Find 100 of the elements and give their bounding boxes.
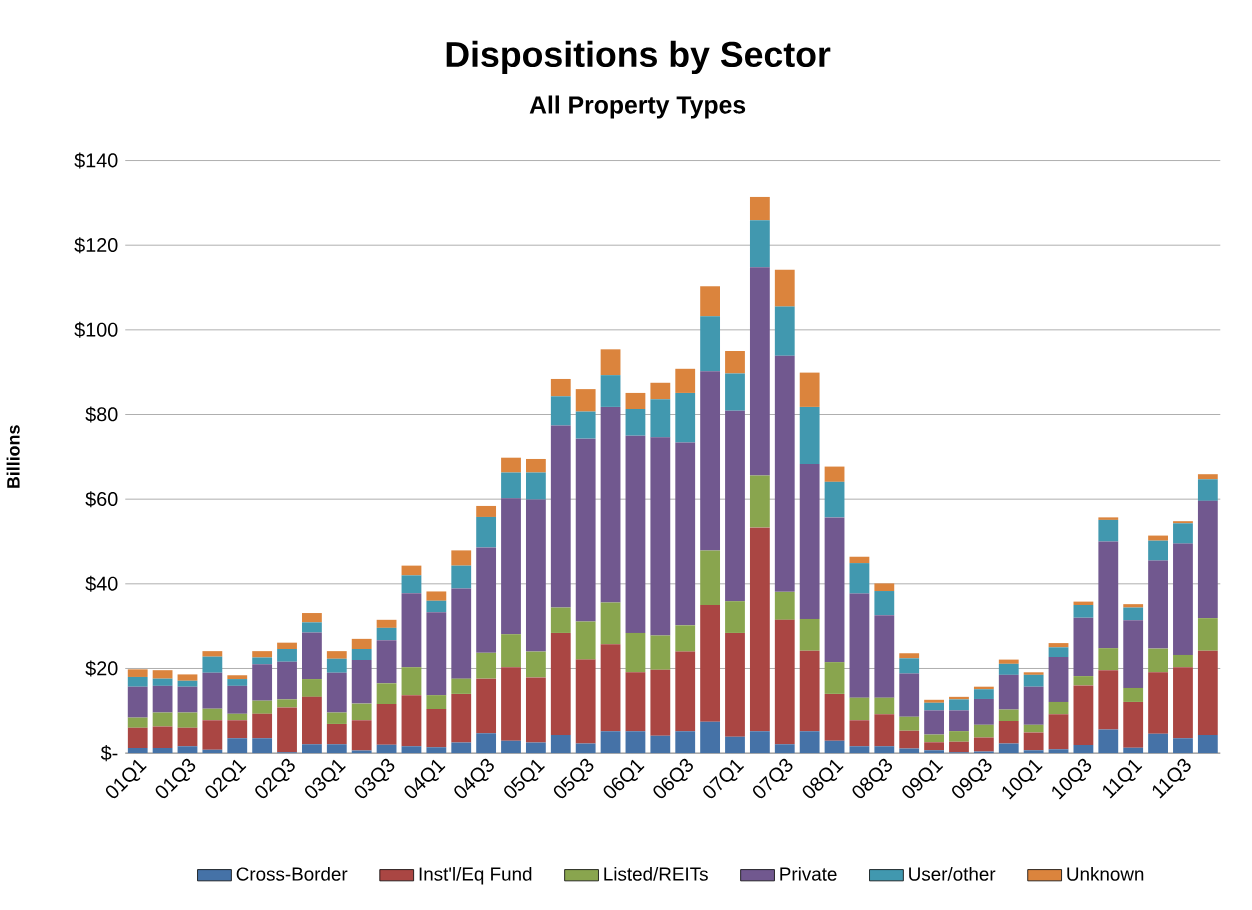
bar: [725, 410, 745, 602]
bar: [1197, 650, 1218, 736]
bar: [824, 741, 845, 754]
bar: [277, 699, 297, 708]
bar: [376, 744, 397, 754]
bar: [749, 197, 770, 221]
bar: [774, 306, 795, 356]
bar: [127, 686, 148, 718]
bar: [1123, 604, 1144, 608]
bar: [600, 602, 621, 645]
bar: [998, 743, 1019, 754]
bar: [376, 627, 397, 641]
bar: [451, 565, 472, 589]
y-tick-label: $140: [74, 152, 118, 169]
bar: [998, 709, 1019, 722]
y-tick-label: $120: [74, 237, 118, 254]
bar: [252, 657, 273, 665]
bar: [749, 527, 770, 732]
bar: [824, 517, 845, 663]
bar: [1123, 702, 1144, 748]
legend-label: Inst'l/Eq Fund: [419, 867, 532, 885]
bar: [650, 635, 671, 670]
bar: [675, 651, 696, 732]
bar: [700, 550, 721, 606]
bar: [924, 742, 944, 751]
bar: [899, 658, 920, 674]
bar: [326, 744, 347, 754]
bar: [973, 689, 994, 700]
bar: [277, 649, 297, 662]
bar: [476, 733, 497, 754]
bar: [700, 371, 721, 551]
bar: [302, 679, 322, 697]
bar: [949, 699, 969, 711]
bar: [650, 669, 671, 736]
bar: [426, 600, 447, 613]
bar: [849, 697, 870, 721]
bar: [973, 724, 994, 738]
bar: [1048, 749, 1069, 754]
bar: [725, 633, 745, 737]
bar: [1148, 540, 1168, 561]
bar: [550, 425, 571, 608]
bar: [899, 673, 920, 717]
y-tick-label: $100: [74, 321, 118, 339]
bar: [1148, 535, 1168, 541]
bar: [550, 379, 571, 397]
bar: [1023, 672, 1044, 675]
y-axis-title: Billions: [6, 425, 20, 489]
bar: [625, 633, 646, 673]
bar: [277, 707, 297, 753]
bar: [426, 591, 447, 601]
bar: [1173, 543, 1193, 656]
bar: [625, 672, 646, 732]
bar: [749, 475, 770, 528]
bar: [924, 710, 944, 735]
bar: [277, 642, 297, 650]
bar: [177, 727, 198, 747]
bar: [899, 716, 920, 731]
bar: [799, 650, 820, 732]
chart-subtitle: All Property Types: [529, 95, 746, 119]
bar: [351, 703, 372, 721]
bar: [501, 472, 521, 499]
bar: [451, 588, 472, 679]
bar: [152, 685, 173, 713]
bar: [401, 695, 422, 747]
bar: [252, 738, 273, 754]
bar: [326, 724, 347, 745]
bar: [824, 466, 845, 482]
bar: [1098, 670, 1119, 730]
bar: [874, 714, 895, 747]
bar: [600, 349, 621, 376]
bar: [451, 694, 472, 743]
bar: [899, 748, 920, 754]
bar: [1073, 685, 1094, 746]
bar: [302, 632, 322, 680]
bar: [227, 675, 248, 680]
bar: [1048, 643, 1069, 648]
bar: [824, 694, 845, 742]
bar: [550, 396, 571, 426]
bar: [202, 749, 223, 754]
bar: [351, 660, 372, 704]
bar: [973, 737, 994, 752]
bar: [326, 651, 347, 659]
bar: [550, 633, 571, 736]
y-tick-label: $80: [85, 406, 118, 423]
bar: [127, 748, 148, 754]
bar: [998, 721, 1019, 744]
bar: [426, 612, 447, 696]
bar: [700, 316, 721, 372]
bar: [476, 547, 497, 653]
bar: [1073, 605, 1094, 618]
bar: [874, 697, 895, 715]
bar: [1023, 750, 1044, 754]
bar: [525, 459, 546, 473]
bar: [799, 407, 820, 465]
legend-label: Cross-Border: [236, 867, 348, 881]
y-tick-label: $-: [100, 745, 118, 762]
bar: [1197, 501, 1218, 619]
bar: [949, 710, 969, 732]
bar: [1197, 618, 1218, 651]
bar: [899, 653, 920, 659]
